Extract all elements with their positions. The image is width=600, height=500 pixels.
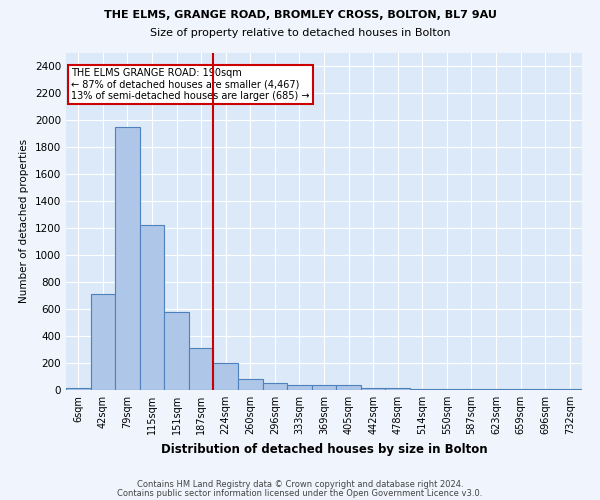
Bar (164, 312, 189, 390)
Bar (115, 126, 140, 390)
X-axis label: Distribution of detached houses by size in Bolton: Distribution of detached houses by size … (161, 442, 487, 456)
Bar (287, 386, 312, 390)
Bar (263, 382, 287, 390)
Text: Size of property relative to detached houses in Bolton: Size of property relative to detached ho… (149, 28, 451, 38)
Bar (312, 386, 336, 390)
Text: THE ELMS, GRANGE ROAD, BROMLEY CROSS, BOLTON, BL7 9AU: THE ELMS, GRANGE ROAD, BROMLEY CROSS, BO… (104, 10, 496, 20)
Bar (91, 294, 115, 390)
Bar (189, 348, 214, 390)
Text: Contains public sector information licensed under the Open Government Licence v3: Contains public sector information licen… (118, 488, 482, 498)
Bar (140, 224, 164, 390)
Y-axis label: Number of detached properties: Number of detached properties (19, 139, 29, 304)
Text: Contains HM Land Registry data © Crown copyright and database right 2024.: Contains HM Land Registry data © Crown c… (137, 480, 463, 489)
Bar (385, 388, 410, 390)
Bar (361, 388, 385, 390)
Bar (214, 363, 238, 390)
Text: THE ELMS GRANGE ROAD: 190sqm
← 87% of detached houses are smaller (4,467)
13% of: THE ELMS GRANGE ROAD: 190sqm ← 87% of de… (71, 68, 310, 101)
Bar (238, 379, 263, 390)
Bar (66, 388, 91, 390)
Bar (410, 388, 434, 390)
Bar (336, 386, 361, 390)
